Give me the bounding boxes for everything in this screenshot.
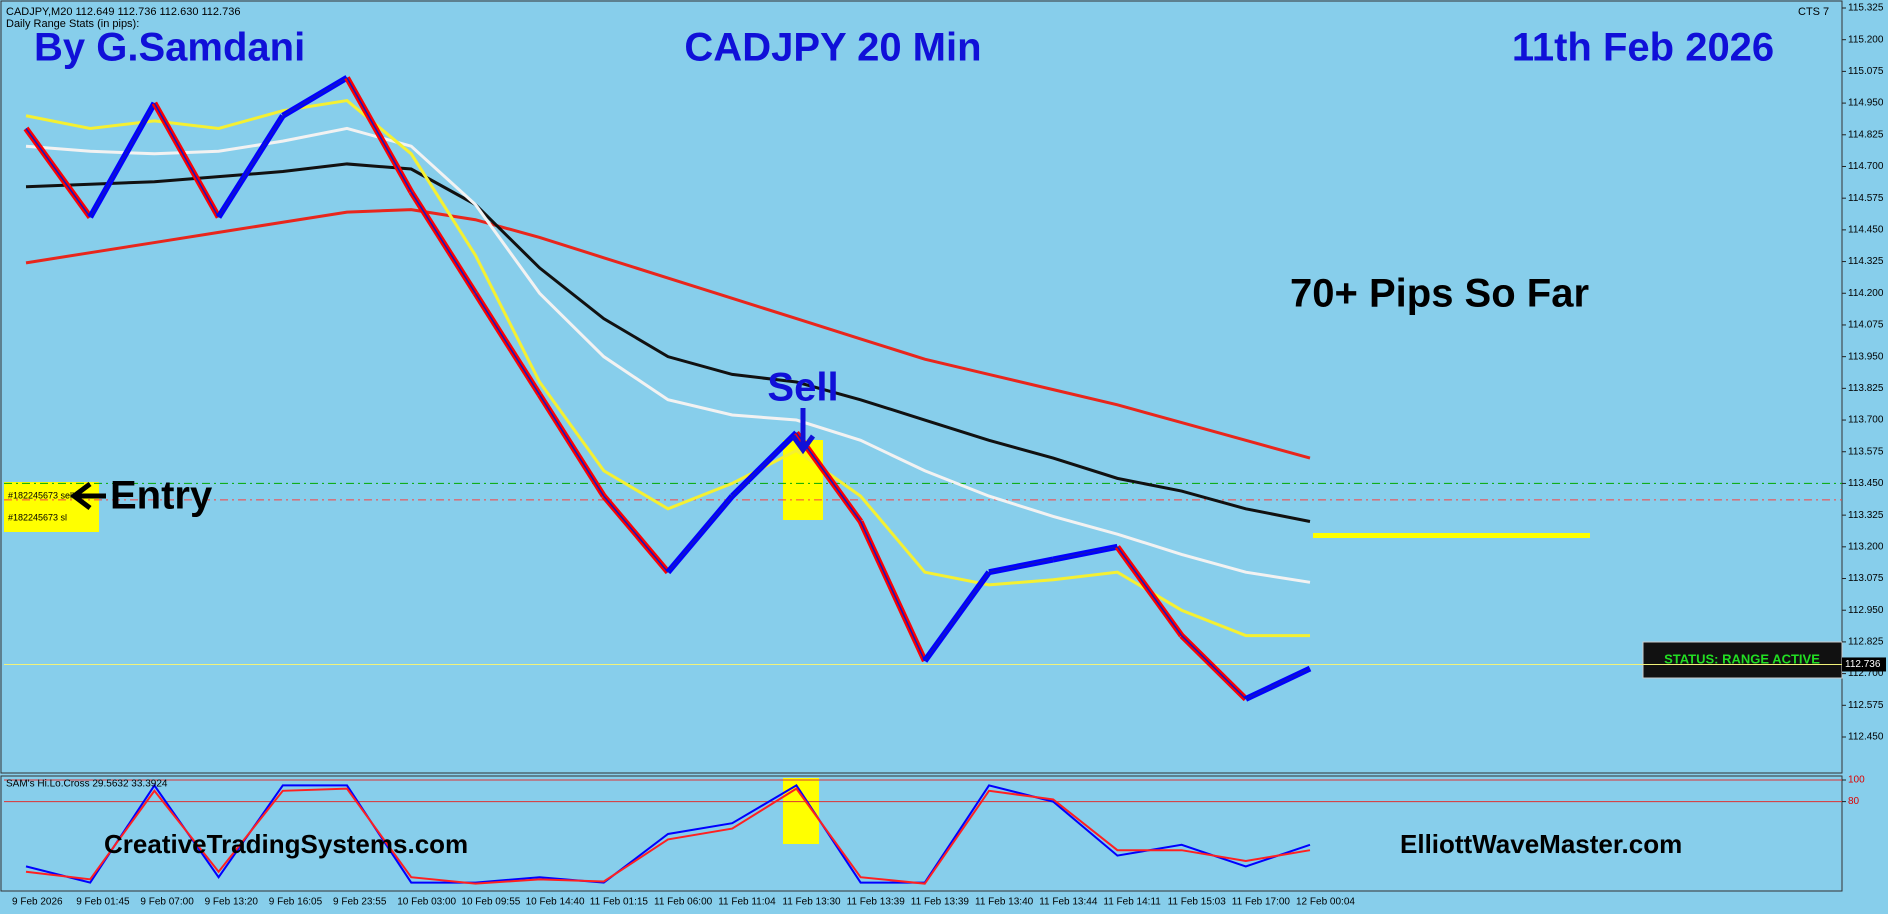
y-tick-label: 113.825 [1848,383,1884,394]
series-line [25,208,1311,460]
x-tick-label: 11 Feb 17:00 [1232,897,1291,908]
current-price-label: 112.736 [1845,659,1881,670]
y-tick-label: 114.825 [1848,129,1884,140]
zigzag [538,394,605,497]
zigzag [924,571,990,662]
chart-title: CADJPY 20 Min [684,26,981,70]
stats-heading: Daily Range Stats (in pips): [6,18,139,30]
entry-arrow [69,482,106,510]
zigzag [859,521,926,662]
y-tick-label: 115.200 [1848,34,1884,45]
y-tick-label: 115.075 [1848,66,1884,77]
y-tick-label: 112.700 [1848,668,1884,679]
zigzag [1181,635,1247,700]
x-tick-label: 11 Feb 06:00 [654,897,713,908]
x-tick-label: 9 Feb 2026 [12,897,63,908]
x-tick-label: 11 Feb 13:39 [911,897,970,908]
series-line [25,162,1311,523]
series-line [25,126,1311,584]
y-tick-label: 112.950 [1848,605,1884,616]
x-tick-label: 11 Feb 15:03 [1168,897,1227,908]
x-tick-label: 9 Feb 16:05 [269,897,323,908]
y-tick-label: 113.325 [1848,510,1884,521]
annotation: Sell [767,366,838,410]
zigzag [282,77,348,117]
y-tick-label: 113.450 [1848,478,1884,489]
x-tick-label: 11 Feb 13:30 [782,897,841,908]
zigzag [89,102,156,218]
y-tick-label: 80 [1848,796,1860,807]
x-tick-label: 11 Feb 13:39 [847,897,906,908]
zigzag [346,77,412,193]
indicator-title: SAM's Hi.Lo.Cross 29.5632 33.3924 [6,779,168,790]
y-tick-label: 112.450 [1848,732,1884,743]
platform-label: CTS 7 [1798,6,1829,18]
y-tick-label: 114.575 [1848,193,1884,204]
x-tick-label: 11 Feb 13:40 [975,897,1034,908]
footer-left: CreativeTradingSystems.com [104,829,468,859]
status: STATUS: RANGE ACTIVE [1664,651,1820,666]
zigzag [25,128,91,218]
current-price-box [1842,657,1886,672]
zigzag [1116,546,1183,637]
y-tick-label: 114.450 [1848,225,1884,236]
y-tick-label: 113.700 [1848,415,1884,426]
annotation: 70+ Pips So Far [1290,272,1589,316]
zigzag [1245,667,1311,700]
zigzag [474,292,541,396]
zigzag [410,191,477,294]
author: By G.Samdani [34,26,305,70]
zigzag [217,115,284,218]
x-tick-label: 9 Feb 13:20 [205,897,259,908]
y-tick-label: 113.575 [1848,446,1884,457]
zigzag [1053,546,1118,561]
main-pane [0,0,1843,774]
y-tick-label: 114.075 [1848,320,1884,331]
date: 11th Feb 2026 [1512,26,1774,70]
zigzag [603,495,669,573]
order-label: #182245673 sell [8,490,74,500]
symbol-info: CADJPY,M20 112.649 112.736 112.630 112.7… [6,6,240,18]
plot: 115.325 115.200 115.075 114.950 114.825 114.7… [4,3,1886,908]
y-tick-label: 113.200 [1848,541,1884,552]
x-tick-label: 12 Feb 00:04 [1296,897,1355,908]
series-line [25,98,1310,638]
target-line [1313,533,1590,538]
x-tick-label: 10 Feb 09:55 [461,897,520,908]
series-line [25,783,1311,884]
x-tick-label: 11 Feb 01:15 [590,897,649,908]
x-tick-label: 11 Feb 13:44 [1039,897,1098,908]
y-tick-label: 114.700 [1848,161,1884,172]
x-tick-label: 11 Feb 14:11 [1103,897,1161,908]
x-tick-label: 10 Feb 03:00 [397,897,456,908]
y-tick-label: 113.075 [1848,573,1884,584]
zigzag [731,432,797,497]
series-line [25,787,1311,885]
y-tick-label: 100 [1848,775,1865,786]
x-tick-label: 9 Feb 07:00 [140,897,194,908]
x-tick-label: 11 Feb 11:04 [718,897,776,908]
x-tick-label: 9 Feb 01:45 [76,897,130,908]
zigzag [667,495,733,573]
x-tick-label: 9 Feb 23:55 [333,897,387,908]
x-tick-label: 10 Feb 14:40 [526,897,585,908]
y-tick-label: 112.575 [1848,700,1884,711]
indicator-pane [0,775,1843,892]
y-tick-label: 113.950 [1848,351,1884,362]
order-label: #182245673 sl [8,512,67,522]
y-tick-label: 114.325 [1848,256,1884,267]
status-box [1642,641,1843,679]
footer-right: ElliottWaveMaster.com [1400,829,1682,859]
zigzag [153,102,220,218]
y-tick-label: 114.200 [1848,288,1884,299]
sell-arrow [790,408,816,455]
y-tick-label: 115.325 [1848,3,1884,14]
y-tick-label: 112.825 [1848,637,1884,648]
y-tick-label: 114.950 [1848,98,1884,109]
zigzag [988,558,1054,573]
annotation: Entry [110,474,213,518]
